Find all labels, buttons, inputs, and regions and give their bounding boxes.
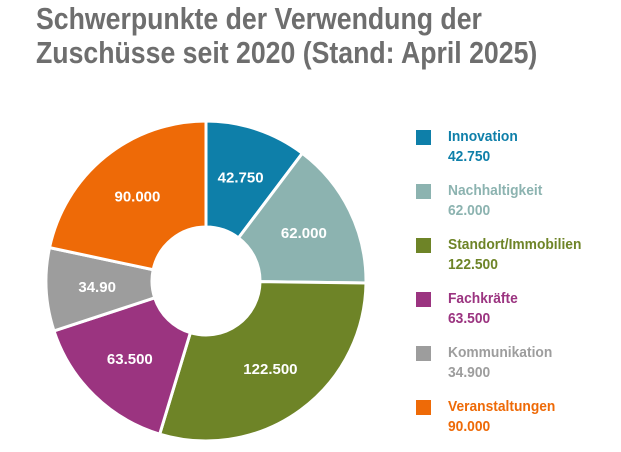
donut-slice-6 [47, 119, 208, 272]
legend-label-fachkraefte: Fachkräfte [448, 290, 518, 307]
legend-value-veranstaltungen: 90.000 [448, 418, 491, 435]
legend-label-nachhaltigkeit: Nachhaltigkeit [448, 182, 543, 199]
legend-value-nachhaltigkeit: 62.000 [448, 202, 491, 219]
legend-swatch-innovation [416, 130, 431, 145]
slice-value-label-4: 63.500 [107, 351, 153, 368]
donut-slice-2 [236, 151, 368, 285]
legend-swatch-nachhaltigkeit [416, 184, 431, 199]
legend-value-kommunikation: 34.900 [448, 364, 491, 381]
slice-value-label-3: 122.500 [243, 361, 297, 378]
slice-value-label-6: 90.000 [114, 188, 160, 205]
donut-slice-3 [157, 280, 368, 443]
chart-title: Schwerpunkte der Verwendung der Zuschüss… [36, 2, 537, 70]
legend-swatch-standort-immobilien [416, 238, 431, 253]
chart-title-line-1: Schwerpunkte der Verwendung der [36, 1, 482, 36]
legend-value-fachkraefte: 63.500 [448, 310, 491, 327]
slice-value-label-1: 42.750 [218, 170, 264, 187]
legend-value-standort-immobilien: 122.500 [448, 256, 498, 273]
legend-swatch-veranstaltungen [416, 400, 431, 415]
legend-swatch-fachkraefte [416, 292, 431, 307]
slice-value-label-5: 34.90 [78, 279, 116, 296]
chart-title-line-2: Zuschüsse seit 2020 (Stand: April 2025) [36, 35, 538, 70]
legend-swatch-kommunikation [416, 346, 431, 361]
legend-label-standort-immobilien: Standort/Immobilien [448, 236, 582, 253]
legend-value-innovation: 42.750 [448, 148, 491, 165]
legend-label-innovation: Innovation [448, 128, 518, 145]
legend-label-veranstaltungen: Veranstaltungen [448, 398, 556, 415]
slice-value-label-2: 62.000 [281, 225, 327, 242]
legend-label-kommunikation: Kommunikation [448, 344, 553, 361]
donut-slice-4 [52, 295, 193, 437]
